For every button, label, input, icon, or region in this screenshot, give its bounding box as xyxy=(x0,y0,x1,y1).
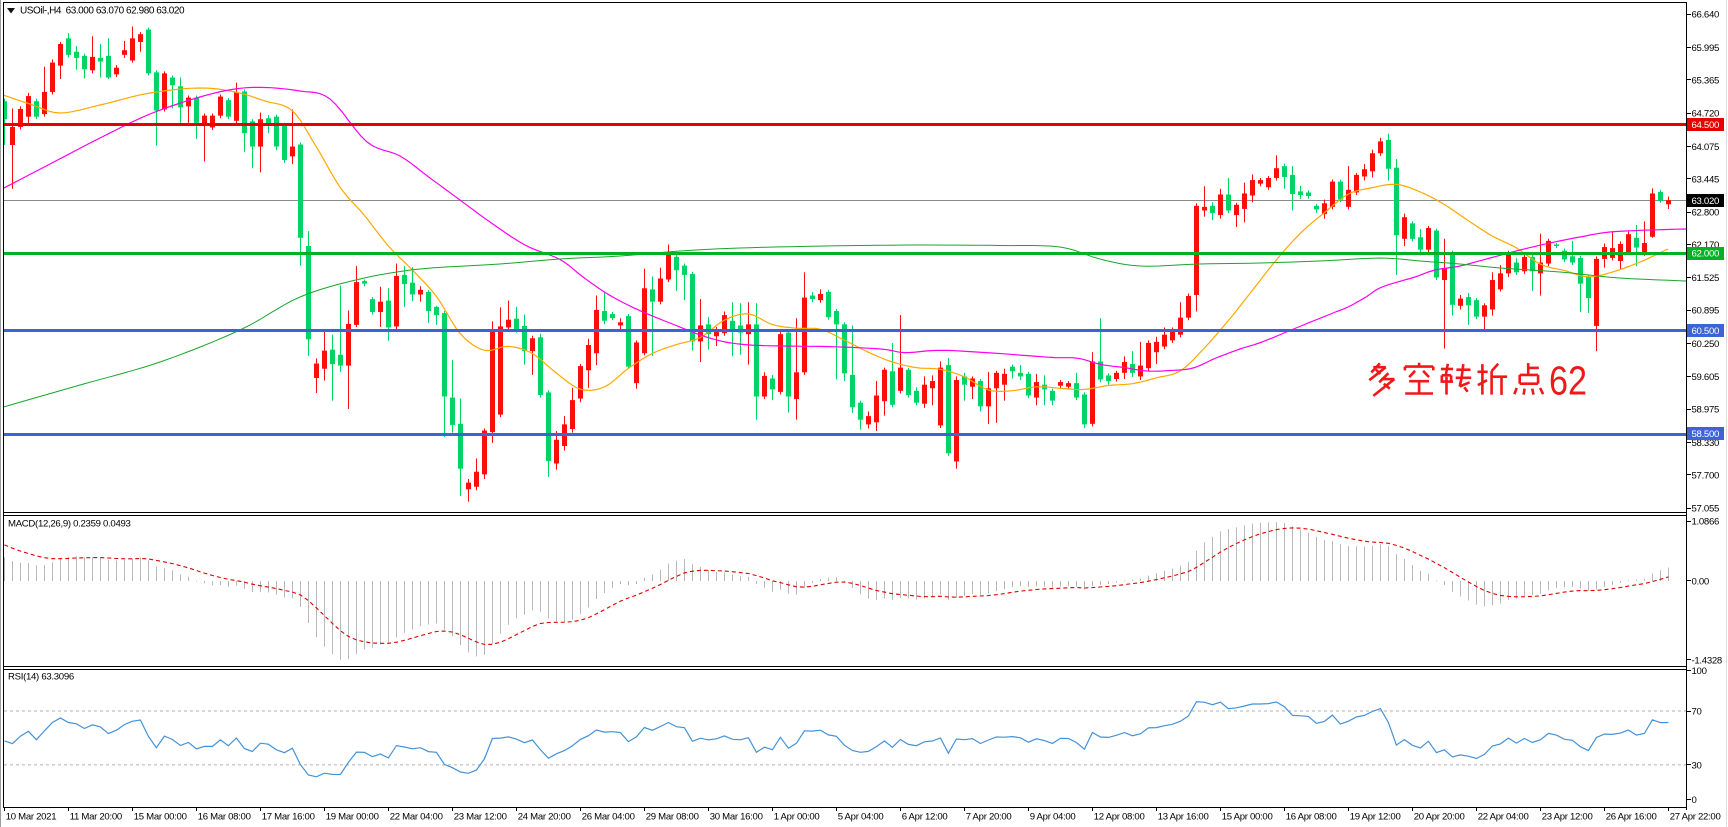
svg-text:19 Mar 00:00: 19 Mar 00:00 xyxy=(326,812,379,823)
svg-text:22 Apr 04:00: 22 Apr 04:00 xyxy=(1478,812,1529,823)
svg-text:70: 70 xyxy=(1692,707,1702,718)
svg-text:59.605: 59.605 xyxy=(1692,372,1720,383)
svg-text:60.500: 60.500 xyxy=(1692,326,1720,337)
svg-text:13 Apr 16:00: 13 Apr 16:00 xyxy=(1158,812,1209,823)
svg-text:27 Apr 22:00: 27 Apr 22:00 xyxy=(1670,812,1721,823)
svg-text:23 Mar 12:00: 23 Mar 12:00 xyxy=(454,812,507,823)
svg-text:30: 30 xyxy=(1692,760,1702,771)
svg-text:64.500: 64.500 xyxy=(1692,120,1720,131)
svg-text:57.055: 57.055 xyxy=(1692,504,1720,515)
svg-text:23 Apr 12:00: 23 Apr 12:00 xyxy=(1542,812,1593,823)
svg-text:26 Apr 16:00: 26 Apr 16:00 xyxy=(1606,812,1657,823)
svg-text:29 Mar 08:00: 29 Mar 08:00 xyxy=(646,812,699,823)
svg-text:60.895: 60.895 xyxy=(1692,306,1720,317)
svg-text:12 Apr 08:00: 12 Apr 08:00 xyxy=(1094,812,1145,823)
svg-text:63.445: 63.445 xyxy=(1692,174,1720,185)
svg-text:66.640: 66.640 xyxy=(1692,10,1720,21)
svg-text:15 Apr 00:00: 15 Apr 00:00 xyxy=(1222,812,1273,823)
svg-text:62.800: 62.800 xyxy=(1692,208,1720,219)
svg-text:60.250: 60.250 xyxy=(1692,339,1720,350)
svg-text:19 Apr 12:00: 19 Apr 12:00 xyxy=(1350,812,1401,823)
svg-text:15 Mar 00:00: 15 Mar 00:00 xyxy=(134,812,187,823)
svg-text:58.975: 58.975 xyxy=(1692,405,1720,416)
svg-text:65.995: 65.995 xyxy=(1692,43,1720,54)
svg-text:16 Apr 08:00: 16 Apr 08:00 xyxy=(1286,812,1337,823)
svg-text:30 Mar 16:00: 30 Mar 16:00 xyxy=(710,812,763,823)
svg-text:17 Mar 16:00: 17 Mar 16:00 xyxy=(262,812,315,823)
svg-text:62.170: 62.170 xyxy=(1692,240,1720,251)
svg-text:65.365: 65.365 xyxy=(1692,75,1720,86)
svg-text:0.00: 0.00 xyxy=(1692,577,1709,588)
svg-text:9 Apr 04:00: 9 Apr 04:00 xyxy=(1030,812,1076,823)
svg-text:64.720: 64.720 xyxy=(1692,109,1720,120)
svg-text:5 Apr 04:00: 5 Apr 04:00 xyxy=(838,812,884,823)
svg-text:MACD(12,26,9) 0.2359 0.0493: MACD(12,26,9) 0.2359 0.0493 xyxy=(8,519,131,530)
svg-text:-1.4328: -1.4328 xyxy=(1692,655,1722,666)
svg-text:USOil-,H4 63.000 63.070 62.98: USOil-,H4 63.000 63.070 62.980 63.020 xyxy=(20,6,185,17)
svg-text:11 Mar 20:00: 11 Mar 20:00 xyxy=(70,812,122,823)
svg-text:62.000: 62.000 xyxy=(1692,249,1720,260)
svg-text:26 Mar 04:00: 26 Mar 04:00 xyxy=(582,812,635,823)
svg-text:0: 0 xyxy=(1692,795,1697,806)
svg-text:57.700: 57.700 xyxy=(1692,470,1720,481)
svg-text:RSI(14) 63.3096: RSI(14) 63.3096 xyxy=(8,672,74,683)
svg-text:6 Apr 12:00: 6 Apr 12:00 xyxy=(902,812,948,823)
svg-text:22 Mar 04:00: 22 Mar 04:00 xyxy=(390,812,443,823)
svg-text:58.500: 58.500 xyxy=(1692,429,1720,440)
svg-text:24 Mar 20:00: 24 Mar 20:00 xyxy=(518,812,571,823)
svg-text:61.525: 61.525 xyxy=(1692,273,1720,284)
svg-text:62: 62 xyxy=(1549,358,1587,404)
svg-text:1 Apr 00:00: 1 Apr 00:00 xyxy=(774,812,820,823)
svg-text:63.020: 63.020 xyxy=(1692,196,1720,207)
svg-text:100: 100 xyxy=(1692,666,1707,677)
svg-text:7 Apr 20:00: 7 Apr 20:00 xyxy=(966,812,1012,823)
svg-text:16 Mar 08:00: 16 Mar 08:00 xyxy=(198,812,251,823)
svg-text:20 Apr 20:00: 20 Apr 20:00 xyxy=(1414,812,1465,823)
svg-text:1.0866: 1.0866 xyxy=(1692,517,1720,528)
svg-text:58.330: 58.330 xyxy=(1692,438,1720,449)
svg-text:10 Mar 2021: 10 Mar 2021 xyxy=(6,812,57,823)
svg-text:64.075: 64.075 xyxy=(1692,142,1720,153)
